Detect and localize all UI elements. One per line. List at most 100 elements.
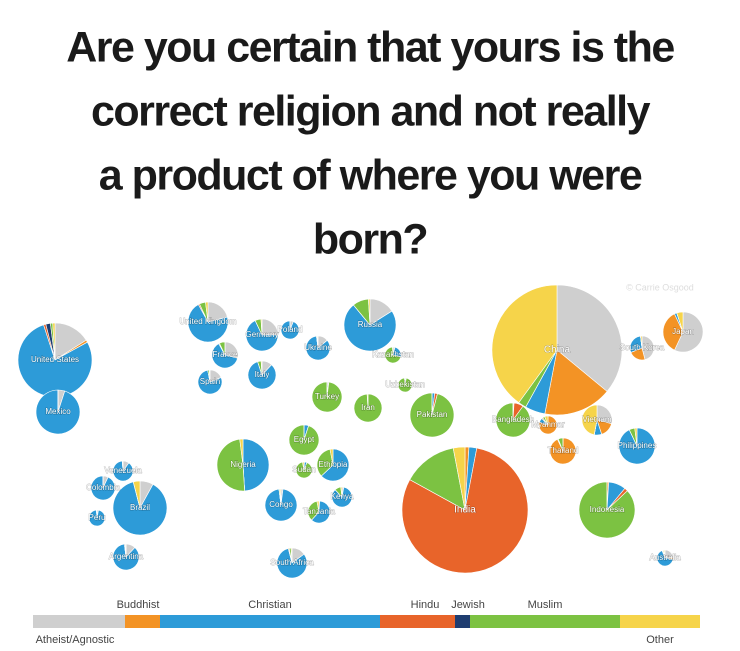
legend-swatch [620,615,700,628]
pie-slice [316,335,319,349]
pie-slice [340,486,343,498]
legend-label: Buddhist [117,599,160,611]
pie-slice [90,475,116,501]
country-pie: India [401,446,529,574]
country-label: Myanmar [531,420,565,429]
country-pie: Germany [245,318,279,352]
country-label: Japan [672,327,694,336]
pie-slice [674,311,704,353]
pie-slice [662,313,684,351]
country-label: Venezuela [104,466,142,475]
pie-slice [245,320,279,352]
country-pie: Venezuela [104,460,143,482]
pie-slice [656,550,674,567]
country-pie: South Africa [270,547,315,579]
country-label: Germany [246,330,279,339]
country-label: United States [31,355,79,364]
country-label: Italy [255,370,270,379]
country-pie: Congo [264,488,298,522]
country-pie: Vietnam [581,404,612,436]
country-label: Kenya [331,492,354,501]
credit: © Carrie Osgood [626,282,694,292]
legend-swatch [160,615,380,628]
pie-slice [311,500,331,524]
country-label: Ukraine [304,343,332,352]
country-label: China [544,345,571,356]
country-pie: Nigeria [216,438,270,492]
pie-slice [208,369,211,383]
pie-slice [302,461,305,471]
pie-slice [260,318,263,336]
pie-slice [260,360,263,376]
legend-label: Jewish [451,599,485,611]
legend-label: Hindu [411,599,440,611]
country-label: Russia [358,320,383,329]
country-pie: Australia [649,549,682,567]
country-label: Colombia [86,483,120,492]
country-pie: Brazil [112,480,168,536]
country-label: Australia [649,553,681,562]
country-label: Argentina [109,552,144,561]
pie-slice [132,480,141,509]
pie-slice [187,304,229,343]
country-label: United Kingdom [180,317,237,326]
pie-slice [197,369,223,395]
country-label: Philippines [618,441,657,450]
country-pie: Japan [662,311,704,353]
pie-slice [295,461,313,479]
country-pie: Indonesia [578,481,636,539]
legend-label: Other [646,634,674,646]
pie-slice [264,488,298,522]
pie-slice [52,322,56,361]
pie-slice [491,284,558,404]
country-pie: Poland [277,320,303,340]
pie-slice [305,335,331,361]
country-pie: Spain [197,369,223,395]
country-label: Poland [278,325,303,334]
country-pie: Myanmar [531,415,566,435]
country-label: Indonesia [590,505,625,514]
country-pie: Uzbekistan [385,377,425,393]
pie-slice [112,481,168,536]
country-pie: United States [17,322,93,398]
country-label: Thailand [548,446,579,455]
pie-slice [343,304,397,352]
pie-slice [290,547,293,564]
country-label: South Korea [620,343,665,352]
country-label: Congo [269,500,293,509]
country-pie: Mexico [35,389,81,435]
title-line: correct religion and not really [91,87,651,135]
pie-slice [112,543,140,571]
country-pie: Thailand [547,437,579,465]
pie-slice [634,427,638,447]
pie-slice [641,335,655,360]
pie-slice [205,301,209,323]
country-pie: Ukraine [304,335,333,361]
country-pie: Colombia [86,475,121,501]
country-pie: South Korea [619,335,665,361]
country-label: Bangladesh [492,415,534,424]
pie-slice [211,343,238,369]
legend-swatch [470,615,620,628]
country-pie: Kazakhstan [372,346,414,364]
pie-slice [544,415,549,426]
country-pie: Ethiopia [316,448,350,482]
legend: Atheist/Agnostic Buddhist Christian Hindu Je… [33,599,700,646]
country-label: Brazil [130,503,150,512]
country-pie: Iran [353,393,383,423]
pie-slice [676,311,684,333]
legend-label: Atheist/Agnostic [36,634,115,646]
title-line: Are you certain that yours is the [66,23,674,71]
pie-slice [556,284,623,392]
pie-slice [392,346,394,356]
country-pie: China [491,284,623,416]
pie-slice [640,335,643,349]
country-pie: Peru [88,509,106,527]
country-label: France [213,350,238,359]
pie-slice [247,361,277,390]
country-label: Mexico [45,407,71,416]
legend-swatch [380,615,455,628]
country-pie: United Kingdom [179,301,237,343]
country-label: Egypt [294,435,315,444]
